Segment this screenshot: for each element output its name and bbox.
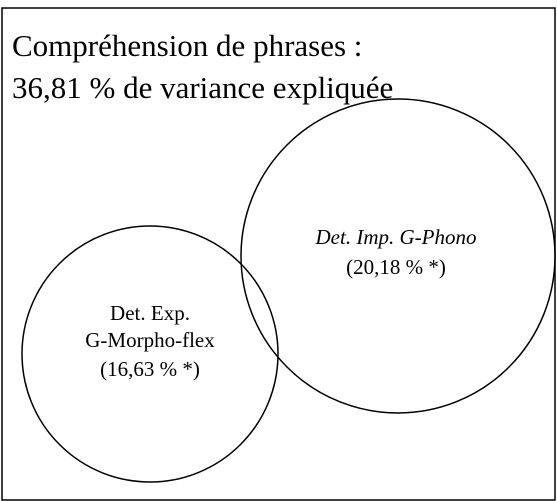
title-line: 36,81 % de variance expliquée [12,70,393,105]
title-line: Compréhension de phrases : [12,28,362,63]
set-share: (16,63 % *) [100,357,200,381]
set-label: Det. Exp. [110,301,190,325]
set-label: G-Morpho-flex [85,328,215,352]
set-label: Det. Imp. G-Phono [315,225,477,249]
set-circle [21,225,279,483]
set-share: (20,18 % *) [346,255,446,279]
set-circle [240,98,556,414]
